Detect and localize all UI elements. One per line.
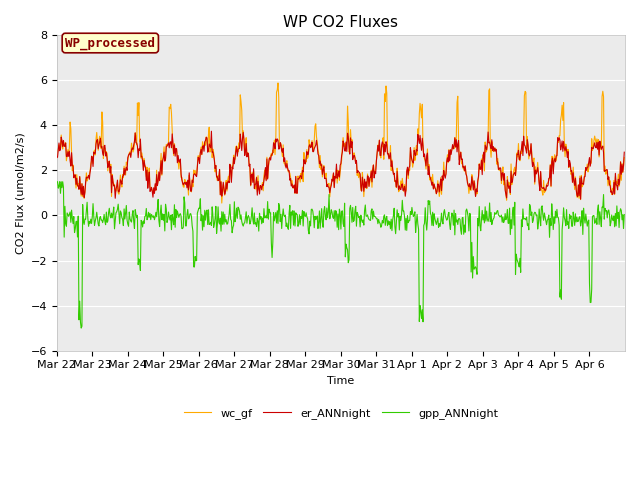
Line: gpp_ANNnight: gpp_ANNnight bbox=[57, 182, 624, 328]
Line: er_ANNnight: er_ANNnight bbox=[57, 131, 624, 199]
Y-axis label: CO2 Flux (umol/m2/s): CO2 Flux (umol/m2/s) bbox=[15, 132, 25, 254]
Legend: wc_gf, er_ANNnight, gpp_ANNnight: wc_gf, er_ANNnight, gpp_ANNnight bbox=[179, 404, 502, 423]
X-axis label: Time: Time bbox=[327, 376, 355, 386]
Title: WP CO2 Fluxes: WP CO2 Fluxes bbox=[284, 15, 398, 30]
Text: WP_processed: WP_processed bbox=[65, 36, 156, 50]
Line: wc_gf: wc_gf bbox=[57, 83, 624, 203]
